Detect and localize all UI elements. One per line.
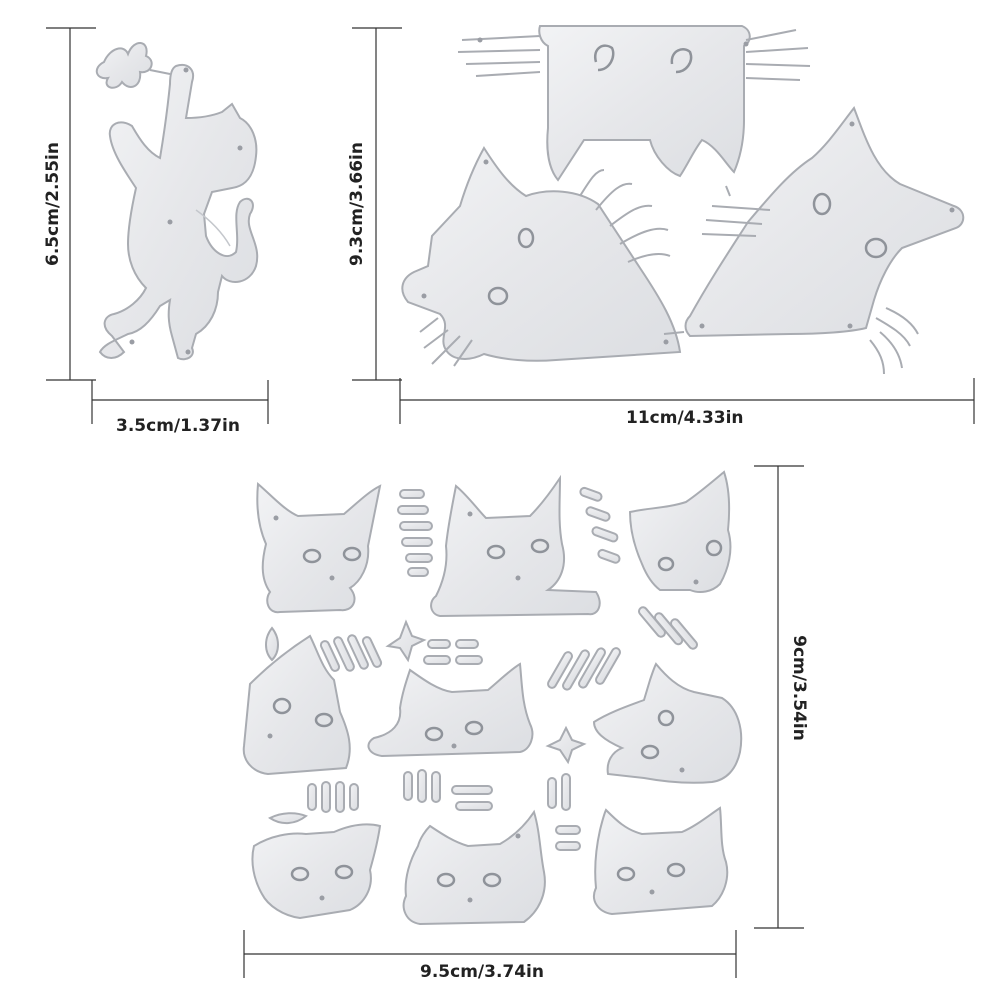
left-cat-eye-1 [517,227,535,249]
face-2 [430,474,601,618]
face-7 [251,823,382,920]
die-three-cats [401,25,965,375]
whisker-pieces [307,486,698,851]
right-cat-eye-1 [812,192,832,216]
top-cat-shape [538,25,751,182]
die1-width-label: 3.5cm/1.37in [116,416,240,436]
die3-dimension-lines [243,465,804,978]
die1-dimension-lines [46,27,269,424]
die3-height-label: 9cm/3.54in [789,635,809,741]
face-6 [592,662,743,784]
left-cat-eye-2 [487,286,509,306]
butterfly-shape [95,42,153,89]
right-cat-shape [684,105,965,338]
die3-eyes [272,538,723,888]
die-hanging-cat [95,42,259,361]
top-cat-left-eye [593,44,615,72]
die2-dimension-lines [352,27,975,424]
die2-height-label: 9.3cm/3.66in [347,142,367,266]
star-connector-2 [545,725,587,765]
die2-eyes [487,44,888,306]
face-5 [367,662,534,758]
left-cat-shape [401,146,682,362]
die1-height-label: 6.5cm/2.55in [43,142,63,266]
face-9 [593,806,729,916]
face-8 [402,809,546,926]
die-cat-faces-grid [242,470,743,926]
cat-body-shape [98,64,259,361]
top-cat-whiskers [457,29,811,81]
right-cat-whiskers [701,205,919,375]
cat-body-engraving [195,209,231,247]
face-1 [256,482,382,614]
star-connector-1 [385,619,427,663]
face-3 [628,470,732,593]
right-cat-eye-2 [864,237,888,259]
leaf-connector-2 [268,812,308,824]
die2-width-label: 11cm/4.33in [626,408,744,428]
left-cat-whiskers [419,169,671,367]
top-cat-right-eye [670,48,693,74]
die3-width-label: 9.5cm/3.74in [420,962,544,982]
leaf-connector-1 [265,626,279,662]
face-4 [242,634,351,776]
